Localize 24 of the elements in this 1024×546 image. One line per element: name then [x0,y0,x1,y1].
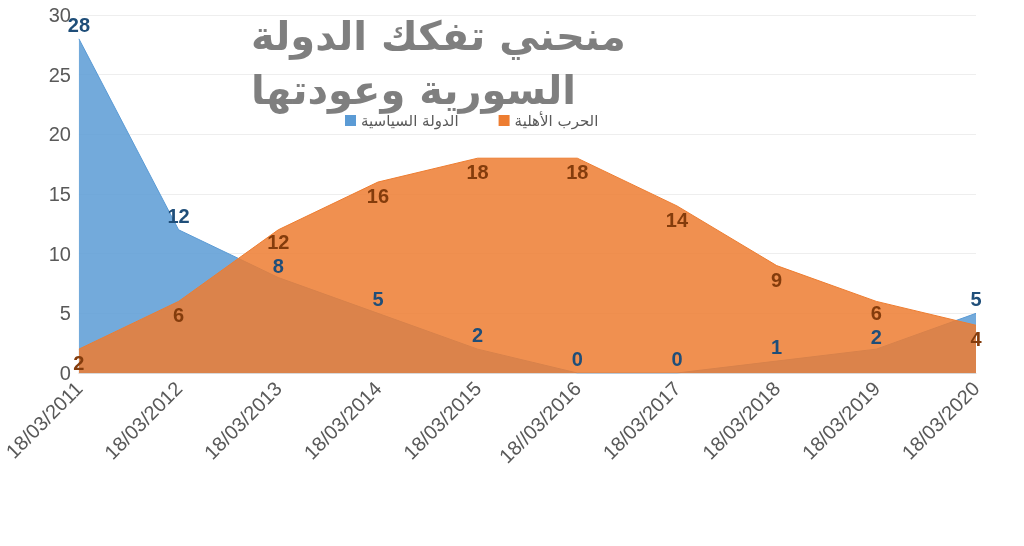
data-label: 2 [870,326,882,349]
data-label: 6 [870,302,882,325]
y-tick-label: 20 [48,123,71,146]
y-tick-label: 5 [59,302,71,325]
data-label: 9 [771,268,783,291]
data-label: 0 [671,348,683,370]
data-label: 14 [665,208,689,231]
data-label: 2 [73,352,85,375]
y-tick-label: 10 [48,242,71,265]
data-label: 1 [771,336,783,359]
data-label: 5 [970,288,982,311]
y-tick-label: 0 [59,362,71,384]
data-label: 5 [372,288,384,311]
y-tick-label: 25 [48,63,71,86]
data-label: 12 [267,230,290,253]
y-tick-label: 15 [48,183,71,205]
data-label: 6 [173,304,185,327]
data-label: 8 [272,254,284,277]
data-label: 0 [571,348,583,370]
data-label: 18 [566,161,589,184]
data-label: 4 [970,328,983,351]
data-label: 18 [466,161,489,184]
data-label: 16 [366,185,390,208]
data-label: 2 [472,324,484,347]
